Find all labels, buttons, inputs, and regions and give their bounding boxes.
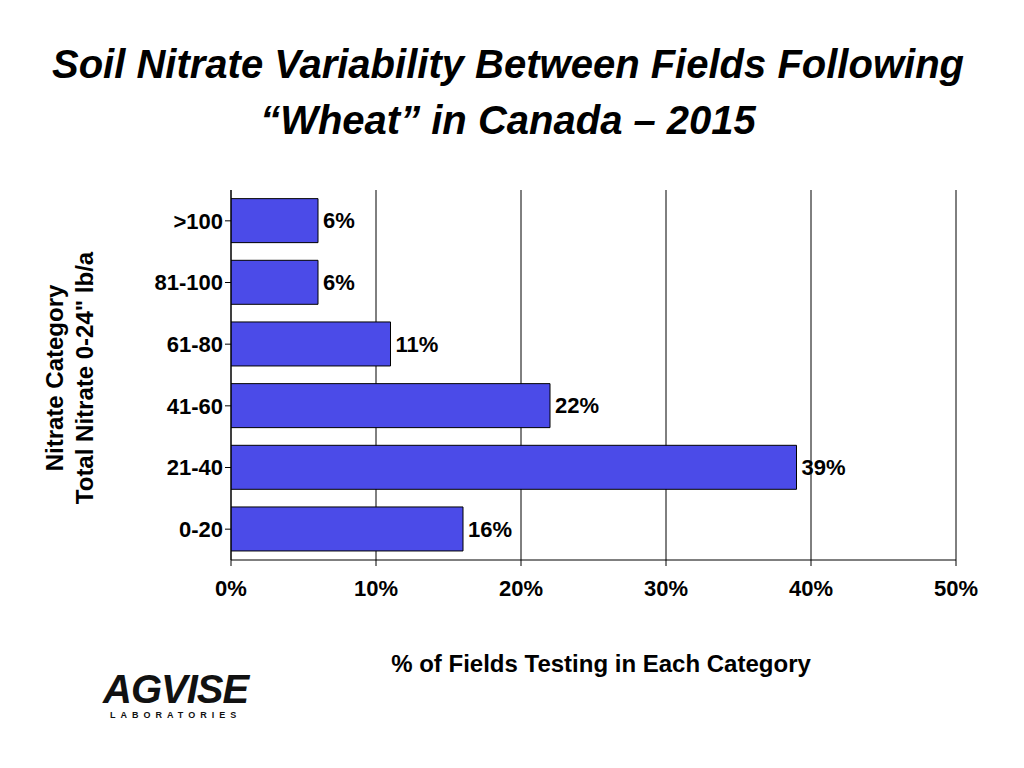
svg-text:50%: 50% — [934, 576, 978, 601]
svg-text:6%: 6% — [323, 270, 355, 295]
svg-text:10%: 10% — [354, 576, 398, 601]
svg-text:30%: 30% — [644, 576, 688, 601]
svg-text:39%: 39% — [802, 455, 846, 480]
svg-text:20%: 20% — [499, 576, 543, 601]
svg-text:41-60: 41-60 — [167, 394, 223, 419]
svg-text:6%: 6% — [323, 208, 355, 233]
svg-text:81-100: 81-100 — [154, 270, 223, 295]
svg-text:0%: 0% — [215, 576, 247, 601]
svg-text:21-40: 21-40 — [167, 455, 223, 480]
svg-text:Nitrate Category: Nitrate Category — [41, 284, 68, 471]
svg-text:22%: 22% — [555, 393, 599, 418]
svg-text:61-80: 61-80 — [167, 332, 223, 357]
svg-text:16%: 16% — [468, 517, 512, 542]
html-text:LABORATORIES: LABORATORIES — [110, 710, 242, 720]
html-text:Soil Nitrate Variability Betwe: Soil Nitrate Variability Between Fields … — [52, 42, 964, 142]
svg-text:40%: 40% — [789, 576, 833, 601]
svg-text:11%: 11% — [396, 332, 439, 357]
svg-text:0-20: 0-20 — [179, 517, 223, 542]
html-text:AGVISE: AGVISE — [103, 667, 249, 711]
svg-text:>100: >100 — [173, 209, 223, 234]
svg-text:Total Nitrate 0-24" lb/a: Total Nitrate 0-24" lb/a — [71, 251, 98, 504]
html-text:% of Fields Testing in Each Ca: % of Fields Testing in Each Category — [391, 650, 811, 677]
